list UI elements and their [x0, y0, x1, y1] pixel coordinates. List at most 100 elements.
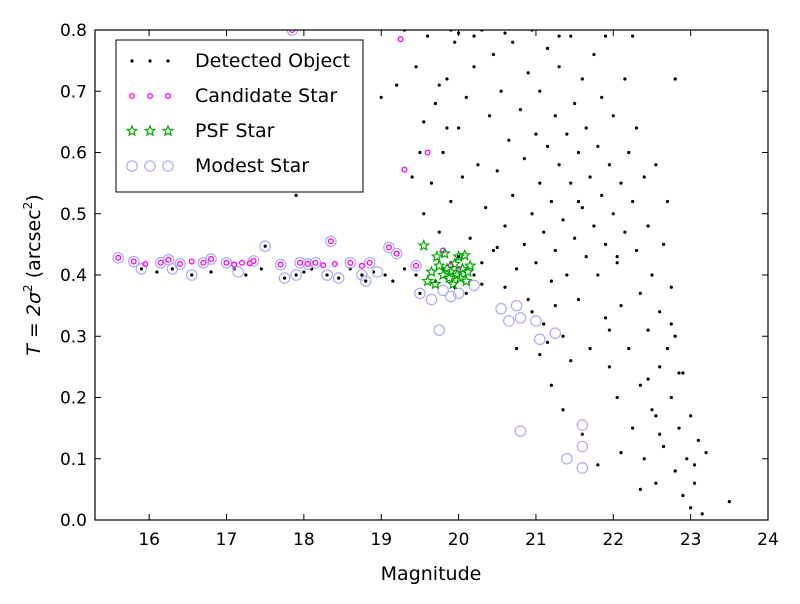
- data-point: [344, 256, 357, 269]
- data-point: [360, 273, 364, 277]
- x-tick-label: 19: [370, 530, 392, 550]
- x-tick-label: 18: [293, 530, 315, 550]
- data-point: [503, 224, 507, 228]
- data-point: [453, 40, 457, 44]
- data-point: [607, 328, 612, 332]
- data-point: [596, 273, 600, 277]
- data-point: [619, 304, 623, 308]
- data-point: [309, 256, 322, 269]
- data-point: [127, 255, 140, 268]
- data-point: [223, 259, 230, 266]
- data-point: [553, 114, 557, 118]
- data-point: [395, 83, 399, 87]
- data-point: [689, 414, 693, 418]
- data-point: [130, 258, 137, 265]
- data-point: [526, 71, 530, 75]
- data-point: [654, 414, 658, 418]
- data-point: [448, 257, 461, 270]
- data-point: [654, 481, 658, 485]
- x-tick-label: 24: [757, 530, 779, 550]
- data-point: [444, 265, 458, 278]
- y-tick-label: 0.8: [60, 21, 87, 41]
- data-point: [476, 163, 480, 167]
- data-point: [425, 293, 438, 306]
- legend-label-psf-star: PSF Star: [195, 120, 275, 142]
- data-point: [232, 266, 244, 278]
- data-point: [661, 444, 666, 449]
- data-point: [576, 199, 581, 204]
- data-point: [436, 268, 450, 281]
- data-point: [461, 265, 475, 278]
- data-point: [296, 259, 304, 266]
- data-point: [596, 144, 600, 148]
- data-point: [244, 273, 248, 277]
- data-point: [453, 271, 467, 284]
- data-point: [514, 425, 527, 437]
- data-point: [220, 256, 233, 269]
- data-point: [456, 126, 461, 130]
- data-point: [282, 276, 287, 280]
- data-point: [533, 333, 546, 346]
- data-point: [358, 262, 365, 269]
- data-point: [155, 270, 159, 274]
- data-point: [596, 463, 600, 467]
- data-point: [600, 95, 604, 99]
- data-point: [437, 230, 441, 234]
- data-point: [611, 114, 615, 118]
- data-point: [646, 328, 650, 332]
- data-point: [642, 457, 646, 461]
- data-point: [569, 181, 573, 185]
- legend-marker: [126, 160, 138, 172]
- data-point: [611, 212, 615, 216]
- data-point: [514, 267, 519, 271]
- data-point: [685, 457, 689, 461]
- data-point: [499, 89, 503, 93]
- data-point: [472, 34, 476, 38]
- data-point: [669, 322, 673, 326]
- data-point: [600, 193, 604, 197]
- data-point: [491, 248, 495, 253]
- data-point: [573, 101, 577, 106]
- data-point: [669, 395, 673, 400]
- data-point: [522, 242, 526, 246]
- data-point: [514, 346, 519, 351]
- data-point: [704, 451, 708, 455]
- data-points-layer: [112, 30, 731, 516]
- data-point: [410, 260, 422, 272]
- data-point: [425, 265, 438, 278]
- data-point: [274, 258, 287, 271]
- data-point: [615, 395, 619, 400]
- data-point: [185, 269, 198, 281]
- data-point: [592, 52, 596, 57]
- data-point: [661, 242, 666, 246]
- data-point: [557, 65, 561, 69]
- data-point: [422, 120, 426, 124]
- data-point: [638, 383, 642, 387]
- data-point: [677, 426, 681, 430]
- data-point: [458, 248, 472, 261]
- x-tick-label: 16: [138, 530, 160, 550]
- series-dot: [139, 30, 731, 516]
- data-point: [433, 101, 437, 106]
- data-point: [433, 324, 446, 336]
- data-point: [231, 261, 238, 268]
- data-point: [325, 273, 329, 277]
- legend-label-candidate-star: Candidate Star: [195, 85, 337, 107]
- data-point: [507, 138, 511, 142]
- data-point: [631, 199, 635, 204]
- data-point: [464, 291, 468, 295]
- x-tick-label: 23: [680, 530, 702, 550]
- data-point: [383, 241, 395, 254]
- data-point: [190, 273, 194, 277]
- data-point: [347, 259, 354, 266]
- data-point: [638, 487, 642, 491]
- data-point: [553, 304, 557, 308]
- data-point: [526, 297, 530, 302]
- data-point: [402, 267, 407, 271]
- data-point: [426, 34, 430, 38]
- data-point: [449, 199, 453, 204]
- data-point: [511, 40, 515, 44]
- data-point: [545, 340, 550, 344]
